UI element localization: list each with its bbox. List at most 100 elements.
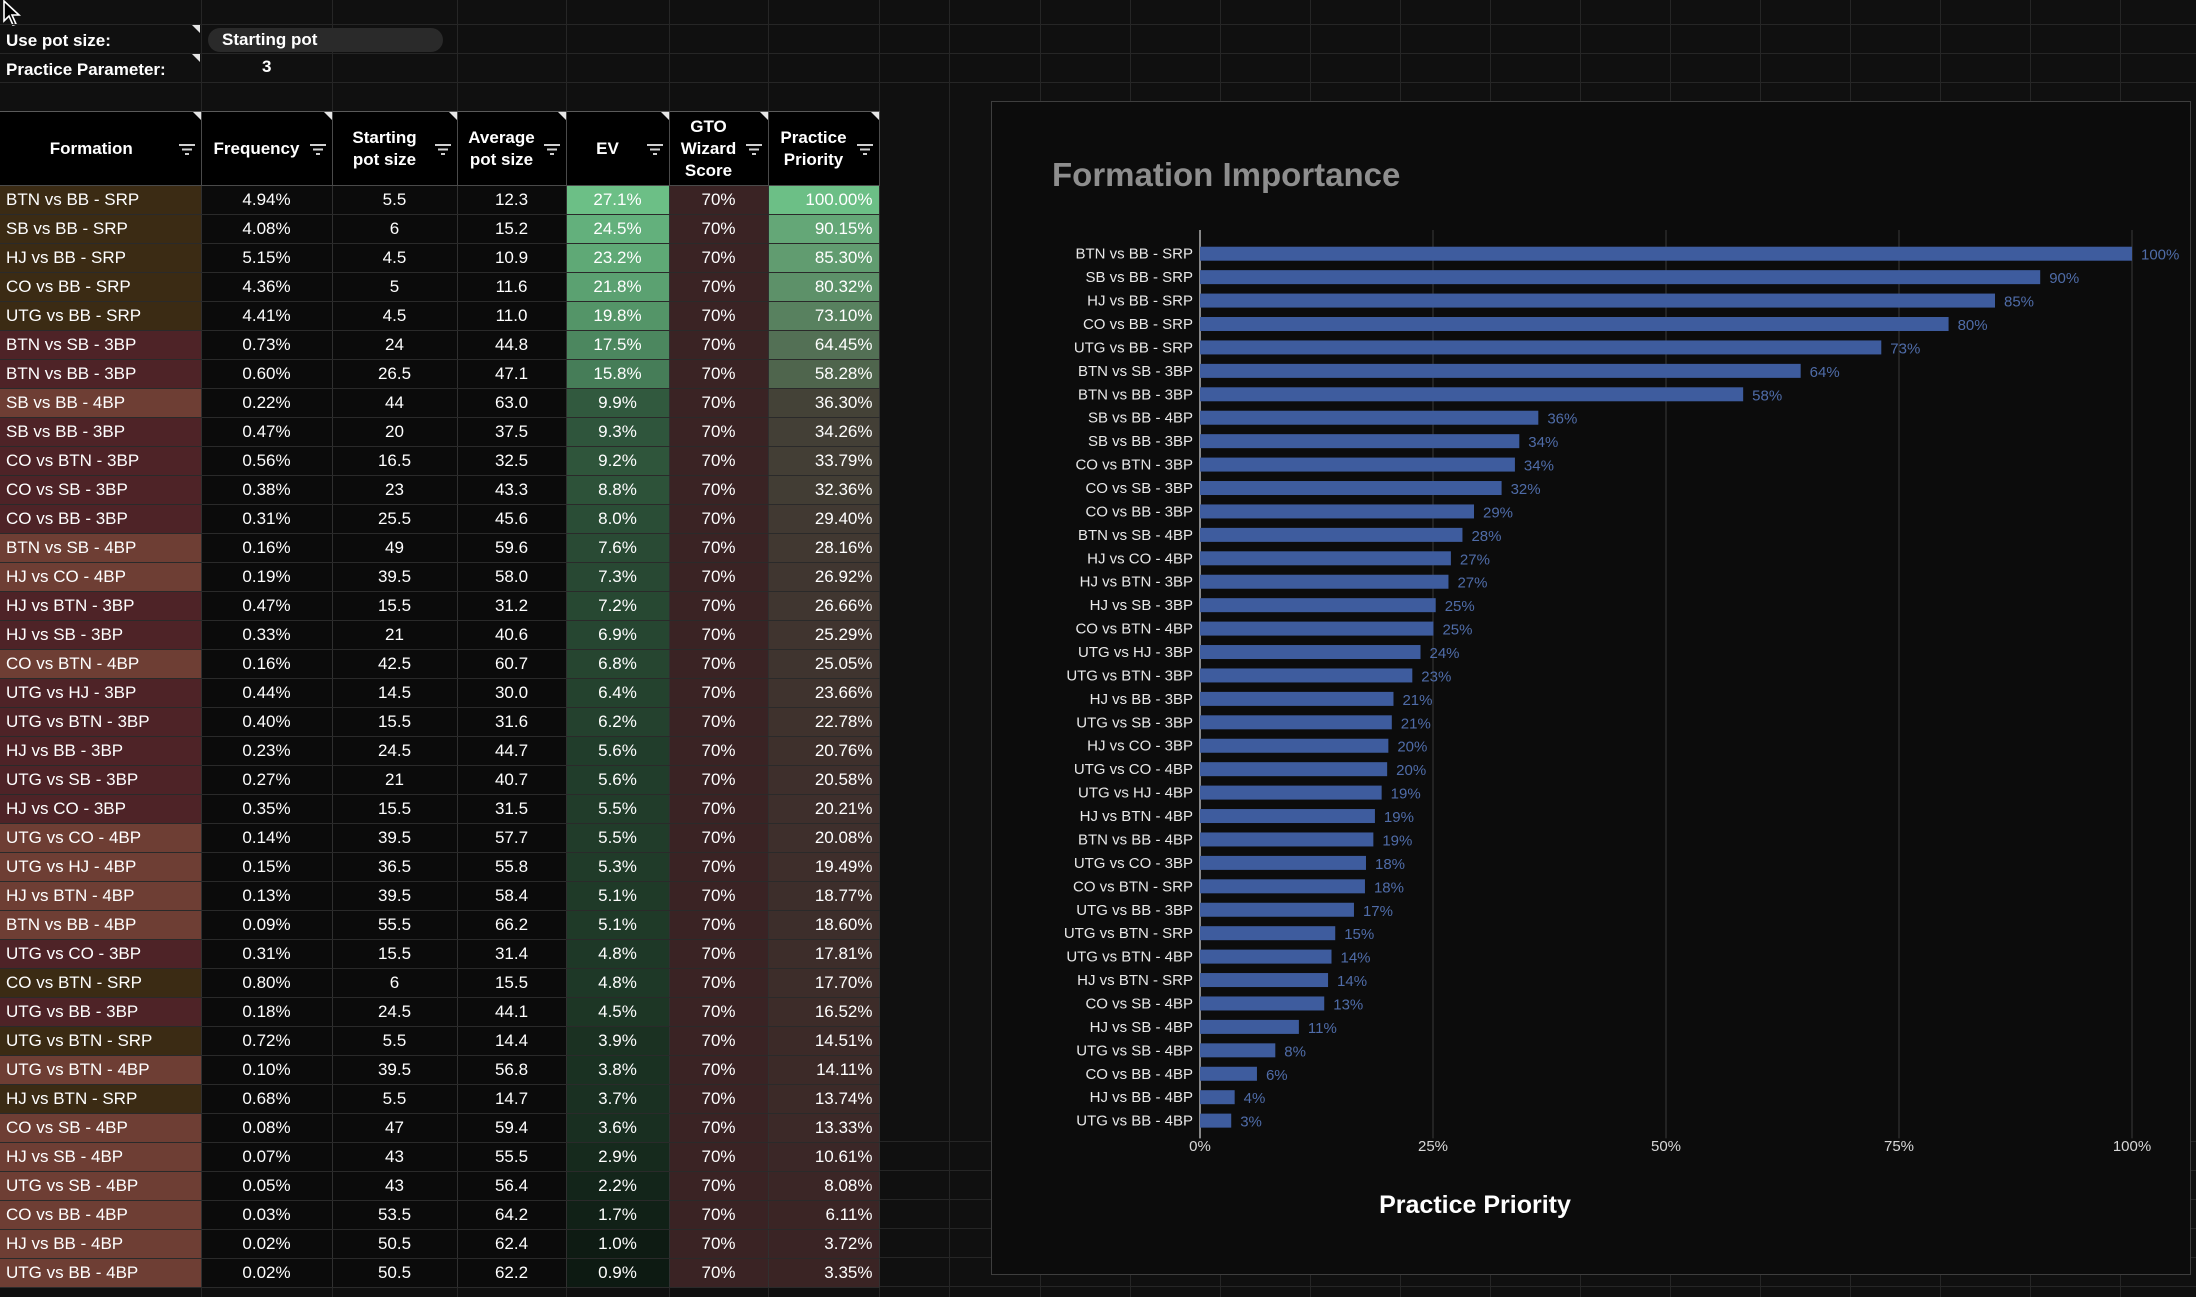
cell-ev[interactable]: 15.8% (566, 359, 670, 389)
cell-practice-priority[interactable]: 20.76% (768, 736, 880, 766)
cell-practice-priority[interactable]: 64.45% (768, 330, 880, 360)
cell-gto-score[interactable]: 70% (669, 388, 769, 418)
table-row[interactable]: UTG vs CO - 3BP 0.31% 15.5 31.4 4.8% 70% 17.81… (0, 939, 880, 969)
cell-ev[interactable]: 21.8% (566, 272, 670, 302)
cell-ev[interactable]: 3.8% (566, 1055, 670, 1085)
cell-frequency[interactable]: 0.02% (201, 1229, 333, 1259)
cell-starting-pot[interactable]: 36.5 (332, 852, 458, 882)
cell-formation[interactable]: BTN vs BB - 4BP (0, 910, 202, 940)
cell-frequency[interactable]: 0.72% (201, 1026, 333, 1056)
cell-formation[interactable]: CO vs BTN - 3BP (0, 446, 202, 476)
cell-practice-priority[interactable]: 3.35% (768, 1258, 880, 1288)
cell-ev[interactable]: 5.1% (566, 881, 670, 911)
cell-frequency[interactable]: 0.02% (201, 1258, 333, 1288)
cell-formation[interactable]: UTG vs BTN - SRP (0, 1026, 202, 1056)
cell-practice-priority[interactable]: 33.79% (768, 446, 880, 476)
cell-frequency[interactable]: 0.19% (201, 562, 333, 592)
cell-ev[interactable]: 9.2% (566, 446, 670, 476)
cell-starting-pot[interactable]: 14.5 (332, 678, 458, 708)
cell-ev[interactable]: 3.9% (566, 1026, 670, 1056)
filter-icon[interactable] (178, 144, 195, 155)
cell-frequency[interactable]: 0.13% (201, 881, 333, 911)
cell-ev[interactable]: 17.5% (566, 330, 670, 360)
cell-formation[interactable]: HJ vs BTN - 4BP (0, 881, 202, 911)
cell-practice-priority[interactable]: 20.21% (768, 794, 880, 824)
cell-gto-score[interactable]: 70% (669, 620, 769, 650)
cell-formation[interactable]: SB vs BB - SRP (0, 214, 202, 244)
table-row[interactable]: CO vs SB - 4BP 0.08% 47 59.4 3.6% 70% 13.33% (0, 1113, 880, 1143)
cell-frequency[interactable]: 0.68% (201, 1084, 333, 1114)
cell-gto-score[interactable]: 70% (669, 243, 769, 273)
cell-starting-pot[interactable]: 26.5 (332, 359, 458, 389)
cell-starting-pot[interactable]: 23 (332, 475, 458, 505)
cell-starting-pot[interactable]: 21 (332, 765, 458, 795)
cell-frequency[interactable]: 0.47% (201, 417, 333, 447)
cell-practice-priority[interactable]: 13.74% (768, 1084, 880, 1114)
cell-gto-score[interactable]: 70% (669, 1113, 769, 1143)
cell-ev[interactable]: 5.3% (566, 852, 670, 882)
filter-icon[interactable] (856, 144, 873, 155)
cell-formation[interactable]: HJ vs CO - 3BP (0, 794, 202, 824)
pot-size-dropdown[interactable]: Starting pot (208, 28, 443, 52)
cell-average-pot[interactable]: 32.5 (457, 446, 567, 476)
cell-formation[interactable]: UTG vs BB - SRP (0, 301, 202, 331)
table-row[interactable]: HJ vs CO - 4BP 0.19% 39.5 58.0 7.3% 70% 26.92% (0, 562, 880, 592)
cell-starting-pot[interactable]: 44 (332, 388, 458, 418)
cell-gto-score[interactable]: 70% (669, 1258, 769, 1288)
cell-frequency[interactable]: 0.56% (201, 446, 333, 476)
cell-gto-score[interactable]: 70% (669, 678, 769, 708)
cell-average-pot[interactable]: 31.5 (457, 794, 567, 824)
cell-gto-score[interactable]: 70% (669, 301, 769, 331)
cell-gto-score[interactable]: 70% (669, 649, 769, 679)
cell-average-pot[interactable]: 10.9 (457, 243, 567, 273)
table-row[interactable]: HJ vs SB - 3BP 0.33% 21 40.6 6.9% 70% 25.29% (0, 620, 880, 650)
cell-starting-pot[interactable]: 39.5 (332, 881, 458, 911)
cell-formation[interactable]: HJ vs SB - 4BP (0, 1142, 202, 1172)
cell-gto-score[interactable]: 70% (669, 794, 769, 824)
cell-frequency[interactable]: 0.80% (201, 968, 333, 998)
cell-starting-pot[interactable]: 5.5 (332, 1026, 458, 1056)
cell-average-pot[interactable]: 47.1 (457, 359, 567, 389)
cell-frequency[interactable]: 0.33% (201, 620, 333, 650)
cell-gto-score[interactable]: 70% (669, 359, 769, 389)
cell-practice-priority[interactable]: 6.11% (768, 1200, 880, 1230)
filter-icon[interactable] (646, 144, 663, 155)
cell-average-pot[interactable]: 60.7 (457, 649, 567, 679)
cell-starting-pot[interactable]: 5 (332, 272, 458, 302)
cell-starting-pot[interactable]: 15.5 (332, 794, 458, 824)
filter-icon[interactable] (309, 144, 326, 155)
cell-practice-priority[interactable]: 26.92% (768, 562, 880, 592)
cell-frequency[interactable]: 0.14% (201, 823, 333, 853)
cell-practice-priority[interactable]: 73.10% (768, 301, 880, 331)
cell-average-pot[interactable]: 44.1 (457, 997, 567, 1027)
cell-average-pot[interactable]: 14.4 (457, 1026, 567, 1056)
cell-frequency[interactable]: 0.27% (201, 765, 333, 795)
cell-starting-pot[interactable]: 39.5 (332, 1055, 458, 1085)
filter-icon[interactable] (745, 144, 762, 155)
cell-frequency[interactable]: 0.44% (201, 678, 333, 708)
cell-formation[interactable]: HJ vs CO - 4BP (0, 562, 202, 592)
cell-frequency[interactable]: 0.16% (201, 533, 333, 563)
cell-practice-priority[interactable]: 100.00% (768, 185, 880, 215)
cell-ev[interactable]: 3.6% (566, 1113, 670, 1143)
cell-frequency[interactable]: 0.60% (201, 359, 333, 389)
cell-ev[interactable]: 4.8% (566, 939, 670, 969)
cell-formation[interactable]: HJ vs BB - SRP (0, 243, 202, 273)
cell-average-pot[interactable]: 37.5 (457, 417, 567, 447)
cell-ev[interactable]: 8.8% (566, 475, 670, 505)
cell-formation[interactable]: UTG vs CO - 4BP (0, 823, 202, 853)
header-gto-score[interactable]: GTO Wizard Score (669, 111, 769, 186)
cell-frequency[interactable]: 0.38% (201, 475, 333, 505)
cell-formation[interactable]: SB vs BB - 3BP (0, 417, 202, 447)
table-row[interactable]: SB vs BB - SRP 4.08% 6 15.2 24.5% 70% 90.15% (0, 214, 880, 244)
cell-starting-pot[interactable]: 24.5 (332, 997, 458, 1027)
cell-frequency[interactable]: 0.73% (201, 330, 333, 360)
cell-average-pot[interactable]: 64.2 (457, 1200, 567, 1230)
cell-ev[interactable]: 9.3% (566, 417, 670, 447)
practice-parameter-value[interactable]: 3 (262, 57, 272, 76)
cell-average-pot[interactable]: 57.7 (457, 823, 567, 853)
table-row[interactable]: BTN vs SB - 4BP 0.16% 49 59.6 7.6% 70% 28.16% (0, 533, 880, 563)
cell-practice-priority[interactable]: 20.08% (768, 823, 880, 853)
cell-gto-score[interactable]: 70% (669, 533, 769, 563)
cell-ev[interactable]: 7.3% (566, 562, 670, 592)
